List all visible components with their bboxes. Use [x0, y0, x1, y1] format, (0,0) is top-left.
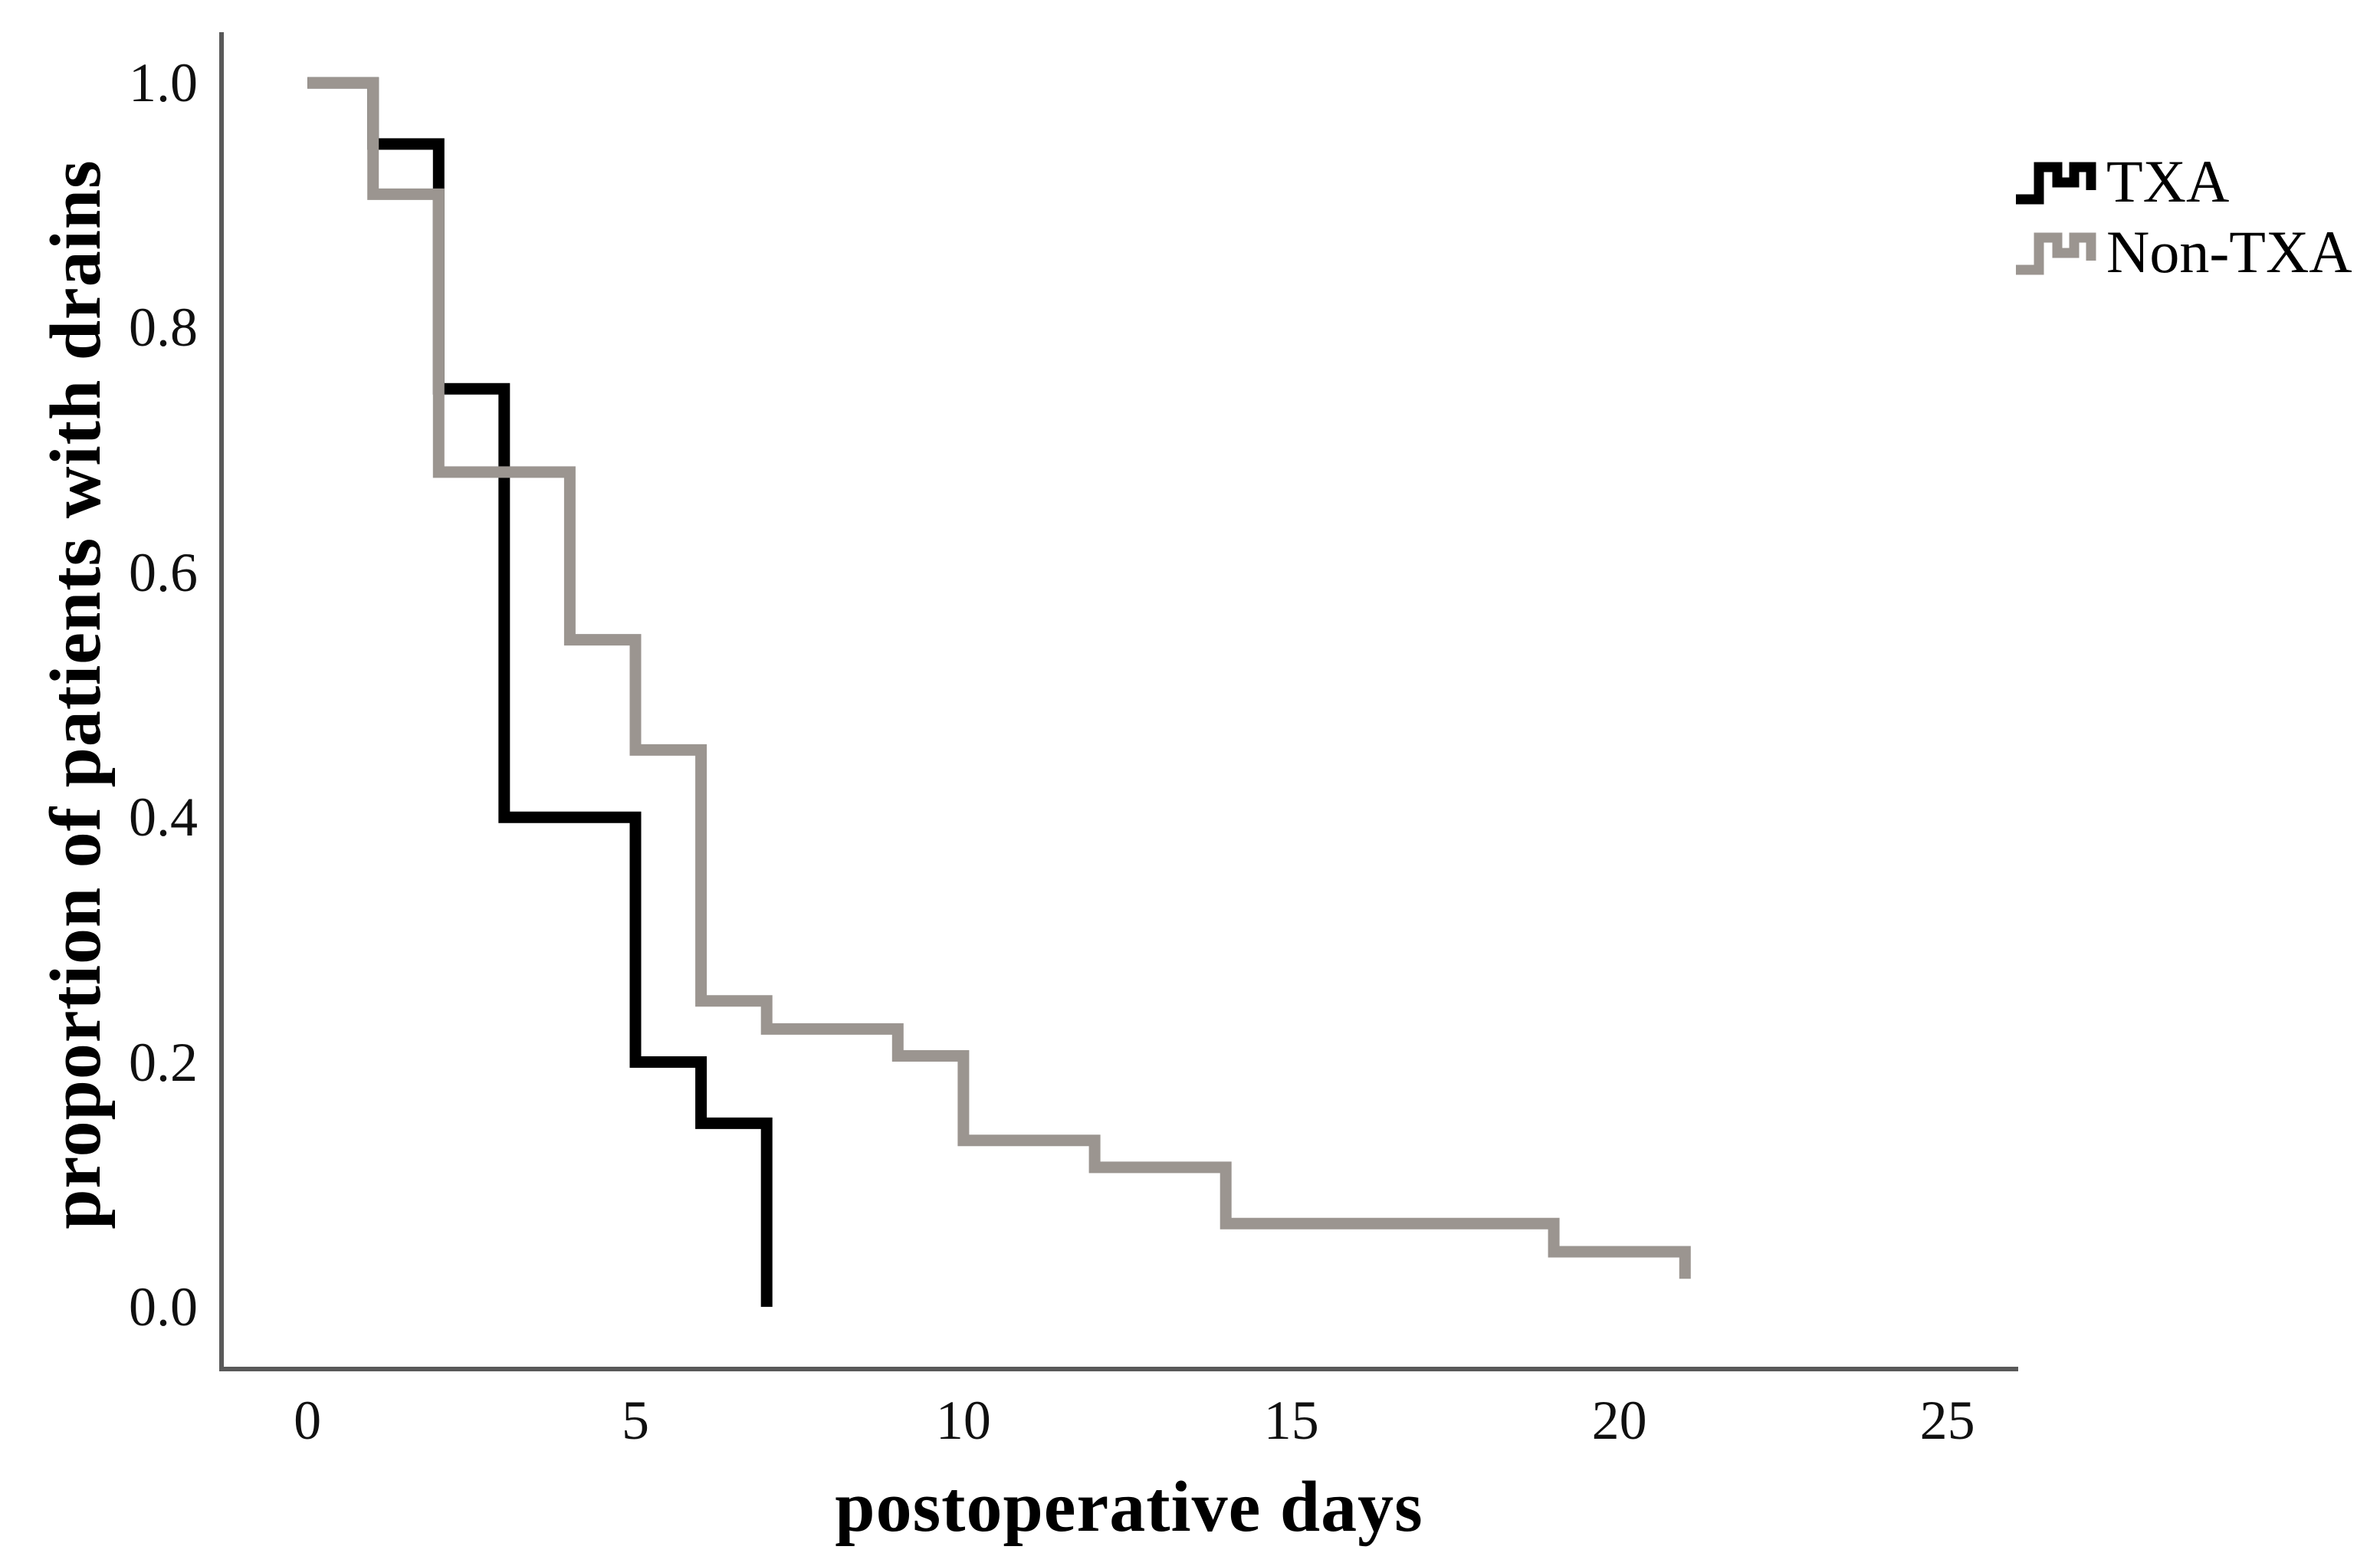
legend: TXA Non-TXA — [2011, 149, 2352, 285]
y-tick-label-0.2: 0.2 — [129, 1031, 198, 1093]
x-tick-label-15: 15 — [1263, 1390, 1319, 1451]
series-curve-non-txa — [307, 77, 1691, 1279]
non-txa-step-icon — [2016, 232, 2096, 275]
x-tick-label-10: 10 — [935, 1390, 991, 1451]
legend-label-txa: TXA — [2106, 148, 2230, 215]
y-tick-label-0.4: 0.4 — [129, 786, 198, 849]
x-tick-label-25: 25 — [1919, 1390, 1975, 1451]
series-curve-txa — [307, 77, 773, 1307]
legend-entry-txa: TXA — [2011, 149, 2352, 215]
y-tick-label-0.0: 0.0 — [129, 1276, 198, 1338]
y-tick-label-1.0: 1.0 — [129, 52, 198, 114]
legend-label-non-txa: Non-TXA — [2106, 218, 2352, 285]
legend-entry-non-txa: Non-TXA — [2011, 219, 2352, 285]
y-tick-label-0.6: 0.6 — [129, 541, 198, 603]
x-tick-label-5: 5 — [622, 1390, 649, 1451]
y-tick-label-0.8: 0.8 — [129, 297, 198, 359]
x-axis-title: postoperative days — [835, 1467, 1423, 1547]
txa-step-icon — [2016, 162, 2096, 205]
x-tick-label-20: 20 — [1591, 1390, 1647, 1451]
x-tick-label-0: 0 — [294, 1390, 322, 1451]
